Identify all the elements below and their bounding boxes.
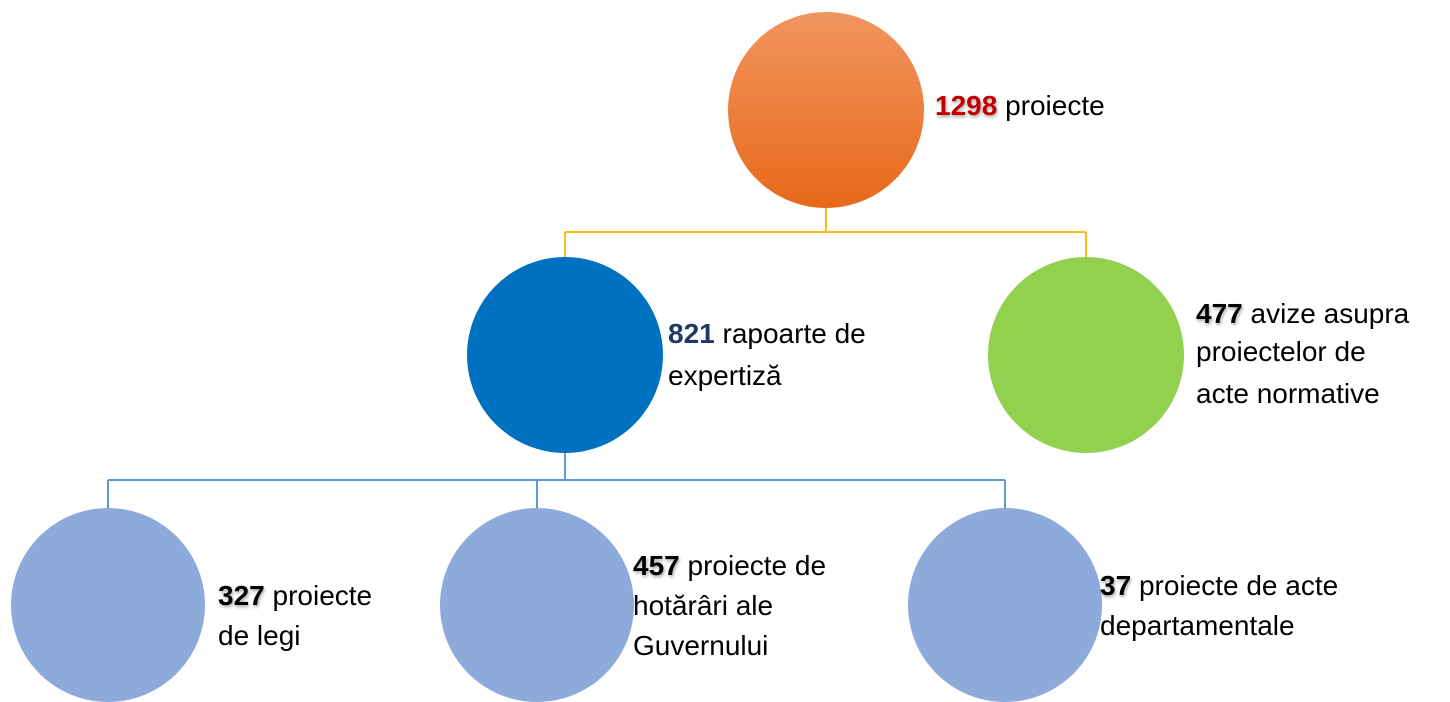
label-line: rapoarte de — [723, 318, 866, 349]
node-circle — [988, 257, 1184, 453]
node-number: 477 — [1196, 298, 1243, 329]
label-line: proiecte de acte — [1139, 570, 1338, 601]
label-line: proiectelor de — [1196, 336, 1366, 367]
node-number: 1298 — [935, 90, 997, 121]
connector-bottom — [107, 453, 1006, 508]
connector-top — [564, 208, 1087, 257]
label-line: proiecte — [1005, 90, 1105, 121]
label-line: de legi — [218, 620, 301, 651]
label-line: expertiză — [668, 360, 782, 391]
node-circle — [440, 508, 634, 702]
node-number: 37 — [1100, 570, 1131, 601]
node-circle — [467, 257, 663, 453]
node-number: 821 — [668, 318, 715, 349]
label-line: hotărâri ale — [633, 590, 773, 621]
node-label: 821 rapoarte de — [668, 318, 866, 349]
node-label: 477 avize asupra — [1196, 298, 1410, 329]
node-circle — [728, 12, 924, 208]
label-line: proiecte de — [688, 550, 827, 581]
label-line: proiecte — [273, 580, 373, 611]
node-label: 327 proiecte — [218, 580, 372, 611]
node-circle — [11, 508, 205, 702]
node-label: 37 proiecte de acte — [1100, 570, 1338, 601]
label-line: departamentale — [1100, 610, 1295, 641]
connectors — [107, 208, 1087, 508]
node-label: 1298 proiecte — [935, 90, 1105, 121]
label-line: acte normative — [1196, 378, 1380, 409]
label-line: Guvernului — [633, 630, 768, 661]
node-circle — [908, 508, 1102, 702]
node-number: 457 — [633, 550, 680, 581]
label-line: avize asupra — [1251, 298, 1410, 329]
node-label: 457 proiecte de — [633, 550, 826, 581]
node-number: 327 — [218, 580, 265, 611]
